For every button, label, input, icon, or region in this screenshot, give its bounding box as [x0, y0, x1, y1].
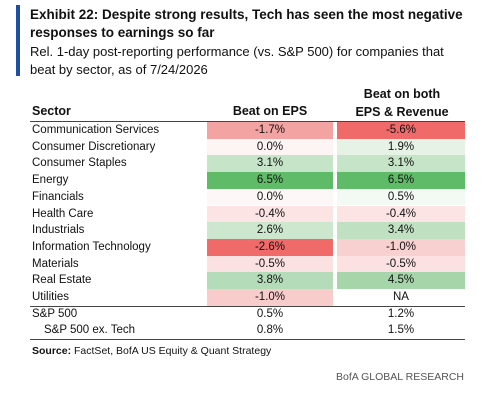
value-cell: 3.8% — [207, 272, 333, 289]
sector-label: Real Estate — [32, 274, 92, 287]
value-cell: -0.5% — [337, 255, 465, 273]
value-cell: -1.0% — [337, 238, 465, 256]
value-cell: -0.5% — [207, 255, 333, 273]
source: Source: FactSet, BofA US Equity & Quant … — [32, 345, 271, 357]
sector-label: Communication Services — [32, 124, 160, 136]
value-cell: 6.5% — [337, 172, 465, 189]
column-header: Sector — [32, 104, 71, 118]
sector-label: Energy — [32, 174, 69, 187]
value-cell: -2.6% — [207, 238, 333, 256]
brand: BofA GLOBAL RESEARCH — [336, 371, 464, 383]
subtitle: Rel. 1-day post-reporting performance (v… — [30, 44, 444, 77]
value-cell: 4.5% — [337, 272, 465, 289]
sector-label: Consumer Discretionary — [32, 140, 156, 153]
value-cell: 6.5% — [207, 172, 333, 189]
summary-label: S&P 500 ex. Tech — [44, 324, 136, 337]
summary-label: S&P 500 — [32, 308, 78, 320]
summary-value: 1.2% — [387, 308, 415, 320]
value-cell: -0.4% — [337, 205, 465, 223]
value-cell: 3.4% — [337, 222, 465, 239]
column-header: Beat on both EPS & Revenue — [355, 87, 449, 119]
value-cell: -0.4% — [207, 205, 333, 223]
sector-label: Consumer Staples — [32, 157, 127, 170]
value-cell: 0.0% — [207, 188, 333, 206]
title: Exhibit 22: Despite strong results, Tech… — [30, 7, 463, 40]
source-label: Source: — [32, 345, 72, 357]
sector-label: Information Technology — [32, 240, 151, 253]
sector-label: Utilities — [32, 291, 70, 303]
column-header: Beat on EPS — [232, 104, 308, 118]
value-cell: 0.5% — [337, 188, 465, 206]
sector-label: Health Care — [32, 207, 94, 220]
value-cell: 0.0% — [207, 138, 333, 156]
rule — [30, 339, 465, 340]
accent-bar — [16, 5, 20, 76]
summary-value: 1.5% — [387, 324, 415, 337]
rule — [30, 306, 465, 307]
sector-label: Financials — [32, 190, 84, 203]
source-text: FactSet, BofA US Equity & Quant Strategy — [74, 345, 272, 357]
value-cell: -1.7% — [207, 122, 333, 139]
value-cell: -1.0% — [207, 289, 333, 306]
value-cell: 3.1% — [337, 155, 465, 173]
value-cell: 3.1% — [207, 155, 333, 173]
value-cell: -5.6% — [337, 122, 465, 139]
sector-label: Industrials — [32, 224, 85, 237]
sector-label: Materials — [32, 257, 79, 270]
value-cell: 2.6% — [207, 222, 333, 239]
summary-value: 0.8% — [256, 324, 284, 337]
value-cell: NA — [337, 289, 465, 306]
rule — [30, 121, 465, 122]
summary-value: 0.5% — [256, 308, 284, 320]
value-cell: 1.9% — [337, 138, 465, 156]
